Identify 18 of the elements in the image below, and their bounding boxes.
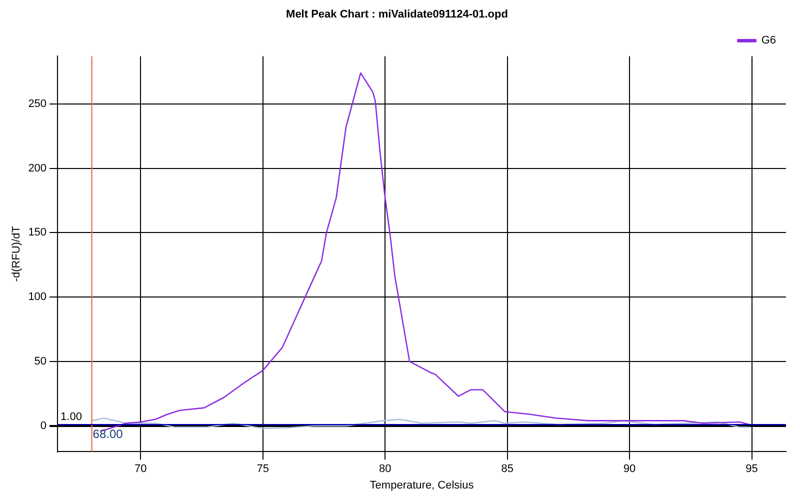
ref-line-label: 1.00 — [60, 411, 82, 424]
x-tick-label: 70 — [134, 463, 147, 476]
x-axis-title: Temperature, Celsius — [370, 479, 474, 492]
x-tick-label: 85 — [501, 463, 514, 476]
chart-title: Melt Peak Chart : miValidate091124-01.opd — [286, 8, 508, 21]
ref-line-label: 68.00 — [92, 427, 124, 442]
x-tick-label: 75 — [256, 463, 270, 476]
y-axis-title: -d(RFU)/dT — [10, 226, 23, 282]
x-tick-label: 95 — [746, 463, 758, 476]
y-tick-label: 250 — [28, 98, 47, 110]
y-tick-label: 200 — [28, 162, 47, 174]
y-tick-label: 50 — [34, 355, 47, 368]
x-tick-label: 90 — [623, 463, 636, 476]
y-tick-label: 100 — [28, 291, 47, 304]
y-tick-label: 0 — [40, 420, 47, 432]
legend-label: G6 — [761, 34, 776, 47]
y-tick-label: 150 — [28, 226, 47, 239]
x-tick-label: 80 — [378, 463, 392, 476]
